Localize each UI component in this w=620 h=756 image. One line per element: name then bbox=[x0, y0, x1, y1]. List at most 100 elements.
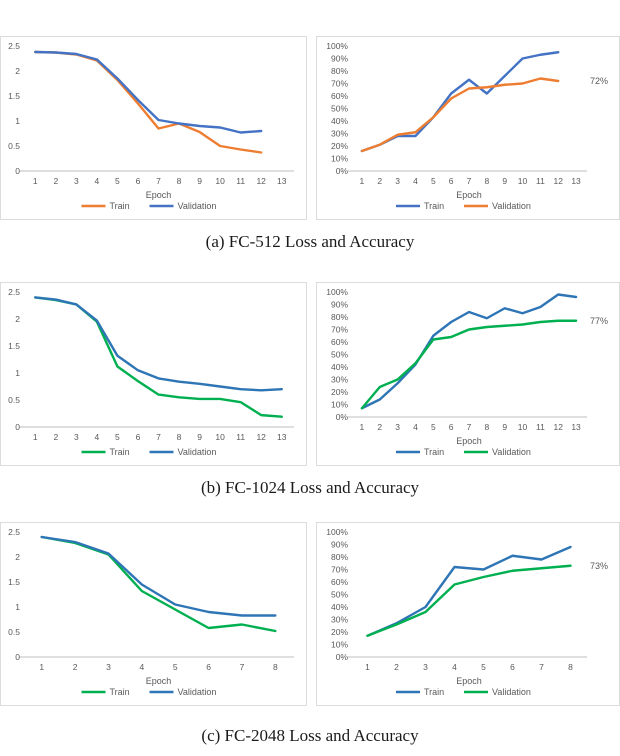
y-tick-label: 20% bbox=[331, 387, 348, 397]
x-tick-label: 2 bbox=[53, 176, 58, 186]
legend-label-train: Train bbox=[424, 687, 444, 697]
legend-label-train: Train bbox=[424, 201, 444, 211]
y-tick-label: 0.5 bbox=[8, 395, 20, 405]
y-tick-label: 1.5 bbox=[8, 341, 20, 351]
y-tick-label: 30% bbox=[331, 375, 348, 385]
fc512-accuracy-chart: 0% 10% 20% 30% 40% 50% 60% 70% 80% 90% 100% 1 2 3 4 5 6 7… bbox=[316, 36, 620, 220]
y-tick-label: 50% bbox=[331, 104, 348, 114]
figure-row-fc1024: 0 0.5 1 1.5 2 2.5 1 2 3 4 5 6 7 8 9 10 11 12 13 Train Valida… bbox=[0, 282, 620, 466]
y-tick-label: 0% bbox=[336, 412, 349, 422]
x-tick-label: 13 bbox=[277, 432, 287, 442]
y-tick-label: 0.5 bbox=[8, 627, 20, 637]
y-tick-label: 100% bbox=[326, 41, 348, 51]
x-tick-label: 9 bbox=[502, 176, 507, 186]
x-tick-label: 11 bbox=[536, 422, 545, 432]
y-tick-label: 10% bbox=[331, 154, 348, 164]
legend-label-validation: Validation bbox=[178, 687, 217, 697]
x-tick-label: 2 bbox=[73, 662, 78, 672]
x-tick-label: 5 bbox=[481, 662, 486, 672]
legend-label-validation: Validation bbox=[492, 687, 531, 697]
x-tick-label: 10 bbox=[518, 176, 528, 186]
x-tick-label: 8 bbox=[484, 176, 489, 186]
x-tick-label: 1 bbox=[33, 176, 38, 186]
x-tick-label: 11 bbox=[236, 176, 245, 186]
y-tick-label: 2 bbox=[15, 552, 20, 562]
x-tick-label: 9 bbox=[197, 432, 202, 442]
y-tick-label: 30% bbox=[331, 615, 348, 625]
x-axis-title: Epoch bbox=[146, 190, 172, 200]
chart-canvas: 0%10%20%30%40%50%60%70%80%90%100%1 2 3 4 5 6 7… bbox=[326, 41, 608, 211]
series-train-line bbox=[34, 50, 263, 154]
x-tick-label: 4 bbox=[413, 176, 418, 186]
end-value-annotation: 77% bbox=[590, 316, 608, 326]
x-tick-label: 12 bbox=[553, 176, 563, 186]
legend-label-validation: Validation bbox=[178, 201, 217, 211]
subfigure-caption-b: (b) FC-1024 Loss and Accuracy bbox=[200, 478, 420, 497]
x-tick-label: 13 bbox=[571, 176, 581, 186]
series-validation-line bbox=[34, 50, 263, 134]
y-tick-label: 80% bbox=[331, 552, 348, 562]
x-tick-label: 1 bbox=[365, 662, 370, 672]
x-tick-label: 7 bbox=[467, 422, 472, 432]
series-validation-line bbox=[360, 319, 578, 410]
x-tick-label: 1 bbox=[360, 422, 365, 432]
x-tick-label: 8 bbox=[273, 662, 278, 672]
x-tick-label: 7 bbox=[156, 176, 161, 186]
y-tick-label: 60% bbox=[331, 91, 348, 101]
x-tick-label: 2 bbox=[377, 422, 382, 432]
fc2048-accuracy-chart: 0% 10% 20% 30% 40% 50% 60% 70% 80% 90% 100% 1 2 3 4 5 6 7… bbox=[316, 522, 620, 706]
x-tick-label: 1 bbox=[33, 432, 38, 442]
y-tick-label: 2.5 bbox=[8, 41, 20, 51]
series-train-line bbox=[40, 535, 277, 633]
x-tick-label: 12 bbox=[553, 422, 563, 432]
x-tick-label: 3 bbox=[395, 176, 400, 186]
y-tick-label: 60% bbox=[331, 337, 348, 347]
y-tick-label: 1 bbox=[15, 368, 20, 378]
x-tick-label: 5 bbox=[431, 422, 436, 432]
end-value-annotation: 73% bbox=[590, 561, 608, 571]
x-tick-label: 4 bbox=[95, 432, 100, 442]
x-tick-label: 2 bbox=[394, 662, 399, 672]
x-tick-label: 11 bbox=[236, 432, 245, 442]
y-tick-label: 2 bbox=[15, 66, 20, 76]
y-tick-label: 0% bbox=[336, 652, 349, 662]
end-value-annotation: 72% bbox=[590, 76, 608, 86]
y-tick-label: 70% bbox=[331, 79, 348, 89]
y-tick-label: 0 bbox=[15, 652, 20, 662]
x-tick-label: 8 bbox=[177, 432, 182, 442]
x-tick-label: 9 bbox=[197, 176, 202, 186]
y-tick-label: 40% bbox=[331, 602, 348, 612]
y-tick-label: 70% bbox=[331, 565, 348, 575]
x-tick-label: 4 bbox=[139, 662, 144, 672]
chart-canvas: 0%10%20%30%40%50%60%70%80%90%100%1 2 3 4 5 6 7… bbox=[326, 527, 608, 697]
series-validation-line bbox=[34, 296, 283, 392]
x-tick-label: 5 bbox=[173, 662, 178, 672]
y-tick-label: 40% bbox=[331, 116, 348, 126]
x-tick-label: 8 bbox=[568, 662, 573, 672]
chart-canvas: 0 0.5 1 1.5 2 2.5 1 2 3 4 5 6 7 8 Epoch Train Validation bbox=[8, 527, 294, 697]
y-tick-label: 1.5 bbox=[8, 577, 20, 587]
series-train-line bbox=[366, 545, 572, 637]
x-tick-label: 13 bbox=[571, 422, 581, 432]
y-tick-label: 10% bbox=[331, 400, 348, 410]
y-tick-label: 20% bbox=[331, 141, 348, 151]
y-tick-label: 1 bbox=[15, 602, 20, 612]
legend-label-validation: Validation bbox=[492, 447, 531, 457]
x-tick-label: 7 bbox=[240, 662, 245, 672]
x-tick-label: 8 bbox=[177, 176, 182, 186]
x-tick-label: 1 bbox=[360, 176, 365, 186]
x-tick-label: 1 bbox=[39, 662, 44, 672]
x-tick-label: 10 bbox=[518, 422, 528, 432]
x-tick-label: 5 bbox=[115, 176, 120, 186]
x-tick-label: 3 bbox=[423, 662, 428, 672]
series-train-line bbox=[34, 296, 283, 418]
y-tick-label: 100% bbox=[326, 287, 348, 297]
y-tick-label: 0.5 bbox=[8, 141, 20, 151]
figure-row-fc512: 0 0.5 1 1.5 2 2.5 1 2 3 4 5 6 7 8 9 10 11 12 13 Epoch Train V… bbox=[0, 36, 620, 220]
x-tick-label: 10 bbox=[215, 176, 225, 186]
series-validation-line bbox=[366, 564, 572, 637]
x-tick-label: 3 bbox=[74, 432, 79, 442]
subfigure-caption-c: (c) FC-2048 Loss and Accuracy bbox=[201, 726, 419, 745]
y-tick-label: 10% bbox=[331, 640, 348, 650]
x-axis-title: Epoch bbox=[456, 190, 482, 200]
